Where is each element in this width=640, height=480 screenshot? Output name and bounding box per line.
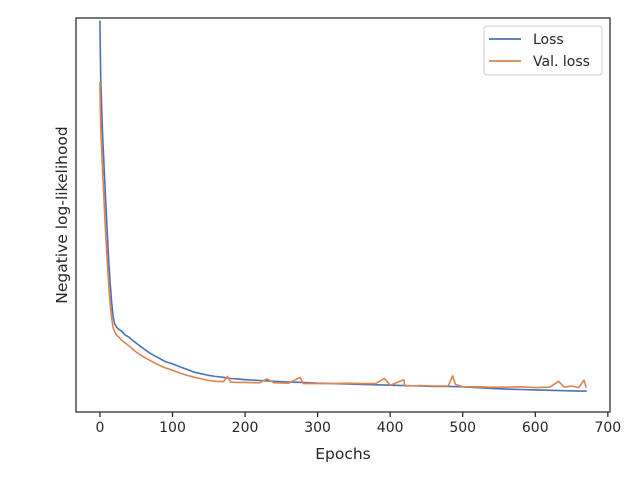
y-axis-label: Negative log-likelihood: [53, 126, 71, 304]
legend-label: Val. loss: [533, 54, 590, 70]
x-axis-label: Epochs: [315, 445, 371, 463]
x-tick-label: 0: [95, 420, 104, 436]
x-tick-label: 200: [232, 420, 259, 436]
plot-area: [99, 20, 587, 392]
axes-frame: [75, 17, 611, 413]
legend-label: Loss: [533, 32, 564, 48]
x-tick-label: 500: [449, 420, 476, 436]
legend: Loss Val. loss: [483, 25, 603, 76]
x-tick-label: 100: [159, 420, 186, 436]
x-tick-label: 300: [304, 420, 331, 436]
series-line-loss: [99, 20, 587, 392]
x-tick-label: 400: [377, 420, 404, 436]
series-line-val-loss: [99, 81, 587, 389]
x-axis-ticks: 0 100 200 300 400 500 600 700: [95, 412, 621, 436]
axes: 0 100 200 300 400 500 600 700 Epochs Negative l…: [53, 17, 621, 463]
x-tick-label: 700: [594, 420, 621, 436]
legend-entries: Loss Val. loss: [489, 32, 590, 70]
x-tick-label: 600: [522, 420, 549, 436]
